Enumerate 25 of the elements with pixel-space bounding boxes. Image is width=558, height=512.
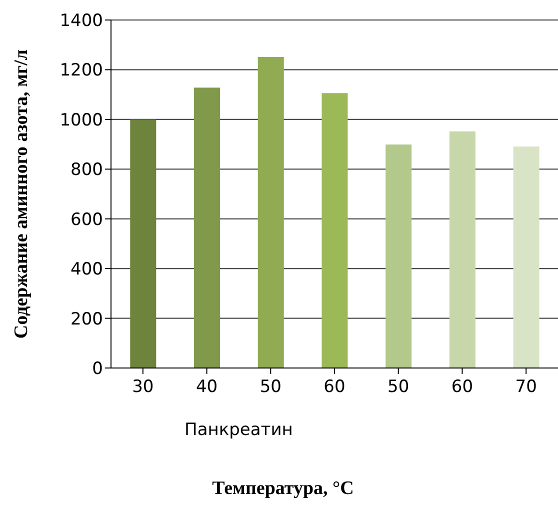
y-tick-label: 0 (92, 359, 103, 380)
x-tick-label: 30 (132, 377, 154, 398)
x-tick-label: 60 (324, 377, 346, 398)
x-axis-title: Температура, °С (211, 478, 355, 500)
bar (322, 93, 348, 368)
x-tick-label: 50 (388, 377, 410, 398)
y-tick-label: 1000 (60, 110, 103, 130)
y-tick-label: 400 (70, 260, 103, 280)
y-axis-title: Содержание аминного азота, мг/л (11, 49, 33, 339)
x-tick-label: 40 (196, 377, 218, 398)
x-tick-label: 70 (515, 377, 537, 398)
y-tick-label: 600 (70, 210, 103, 230)
y-tick-label: 1200 (60, 60, 103, 81)
y-tick-label: 800 (70, 160, 103, 180)
text: Панкреатин (184, 420, 294, 440)
x-tick-label: 50 (260, 377, 282, 398)
x-tick-label: 60 (451, 377, 474, 398)
bar (194, 88, 220, 368)
bar (513, 146, 540, 368)
bar (386, 144, 412, 368)
y-tick-label: 200 (70, 309, 103, 330)
bar (449, 131, 476, 368)
bar (258, 57, 284, 368)
y-tick-label: 1400 (60, 11, 103, 32)
bar (130, 119, 156, 368)
